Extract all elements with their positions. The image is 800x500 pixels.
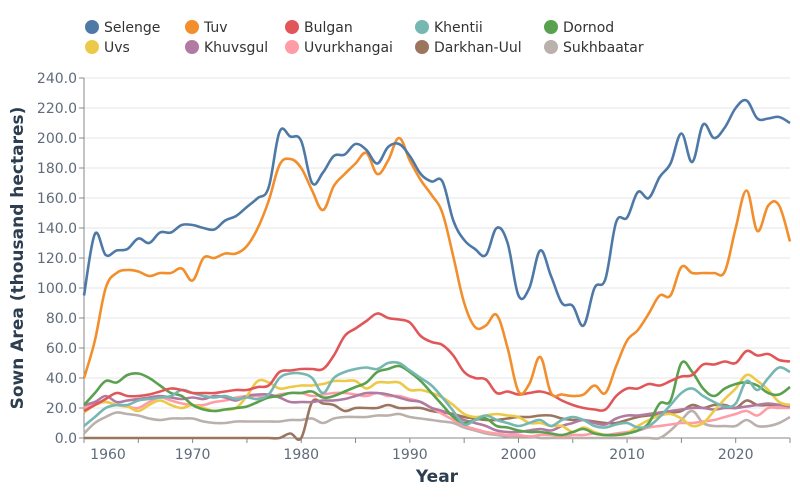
- legend-item: Uvs: [85, 40, 130, 56]
- series-line-dornod: [83, 360, 791, 437]
- series-line-khuvsgul: [83, 391, 791, 434]
- series-lines: [82, 98, 792, 441]
- legend-item: Dornod: [544, 20, 614, 36]
- series-line-bulgan: [83, 312, 791, 413]
- series-line-uvurkhangai: [83, 391, 790, 438]
- legend-swatch: [544, 20, 558, 34]
- legend-item: Khuvsgul: [185, 40, 268, 56]
- y-axis: 0.0 20.0 40.0 60.0 80.0 100.0 120.0 140.0 160.0 1…: [37, 71, 85, 447]
- x-tick-label: 2020: [718, 447, 754, 463]
- y-tick-label: 40.0: [46, 371, 77, 387]
- y-tick-label: 200.0: [37, 131, 77, 147]
- legend-label: Sukhbaatar: [563, 40, 644, 56]
- x-tick-label: 2010: [609, 447, 645, 463]
- x-tick-label: 2000: [501, 447, 537, 463]
- y-tick-label: 220.0: [37, 101, 77, 117]
- x-tick-label: 1970: [175, 447, 211, 463]
- legend-label: Khuvsgul: [204, 40, 268, 56]
- y-tick-label: 100.0: [37, 281, 77, 297]
- gridlines: [84, 77, 790, 439]
- series-line-khentii: [83, 360, 791, 430]
- legend-item: Tuv: [185, 20, 228, 36]
- legend-swatch: [85, 40, 99, 54]
- series-line-uvs: [83, 373, 791, 437]
- x-axis-title: Year: [415, 467, 459, 487]
- legend-label: Uvurkhangai: [304, 40, 393, 56]
- legend-item: Khentii: [415, 20, 483, 36]
- legend-item: Bulgan: [285, 20, 353, 36]
- legend-item: Uvurkhangai: [285, 40, 393, 56]
- x-axis: 1960 1970 1980 1990 2000 2010 2020: [83, 437, 791, 463]
- x-tick-label: 1990: [392, 447, 428, 463]
- y-tick-label: 0.0: [55, 431, 77, 447]
- y-tick-label: 20.0: [46, 401, 77, 417]
- legend-item: Selenge: [85, 20, 160, 36]
- legend-swatch: [285, 20, 299, 34]
- y-tick-label: 140.0: [37, 221, 77, 237]
- series-line-selenge: [82, 98, 791, 328]
- x-tick-label: 1980: [283, 447, 319, 463]
- legend-label: Selenge: [104, 20, 160, 36]
- y-tick-label: 80.0: [46, 311, 77, 327]
- y-tick-label: 160.0: [37, 191, 77, 207]
- legend-item: Darkhan-Uul: [415, 40, 522, 56]
- legend-label: Bulgan: [304, 20, 353, 36]
- legend-swatch: [415, 20, 429, 34]
- legend-label: Dornod: [563, 20, 614, 36]
- legend-swatch: [185, 40, 199, 54]
- legend-swatch: [544, 40, 558, 54]
- legend-swatch: [185, 20, 199, 34]
- legend-swatch: [285, 40, 299, 54]
- legend-label: Khentii: [434, 20, 483, 36]
- legend-item: Sukhbaatar: [544, 40, 644, 56]
- series-line-tuv: [82, 136, 792, 398]
- y-tick-label: 240.0: [37, 71, 77, 87]
- legend-swatch: [85, 20, 99, 34]
- y-tick-label: 180.0: [37, 161, 77, 177]
- legend-label: Uvs: [104, 40, 130, 56]
- y-tick-label: 60.0: [46, 341, 77, 357]
- y-tick-label: 120.0: [37, 251, 77, 267]
- series-line-sukhbaatar: [83, 409, 791, 440]
- y-axis-title: Sown Area (thousand hectares): [8, 107, 28, 410]
- legend: Selenge Tuv Bulgan Khentii Dornod Uvs Khuvsgul…: [85, 20, 644, 56]
- legend-label: Darkhan-Uul: [434, 40, 522, 56]
- legend-label: Tuv: [203, 20, 228, 36]
- legend-swatch: [415, 40, 429, 54]
- x-tick-label: 1960: [90, 447, 126, 463]
